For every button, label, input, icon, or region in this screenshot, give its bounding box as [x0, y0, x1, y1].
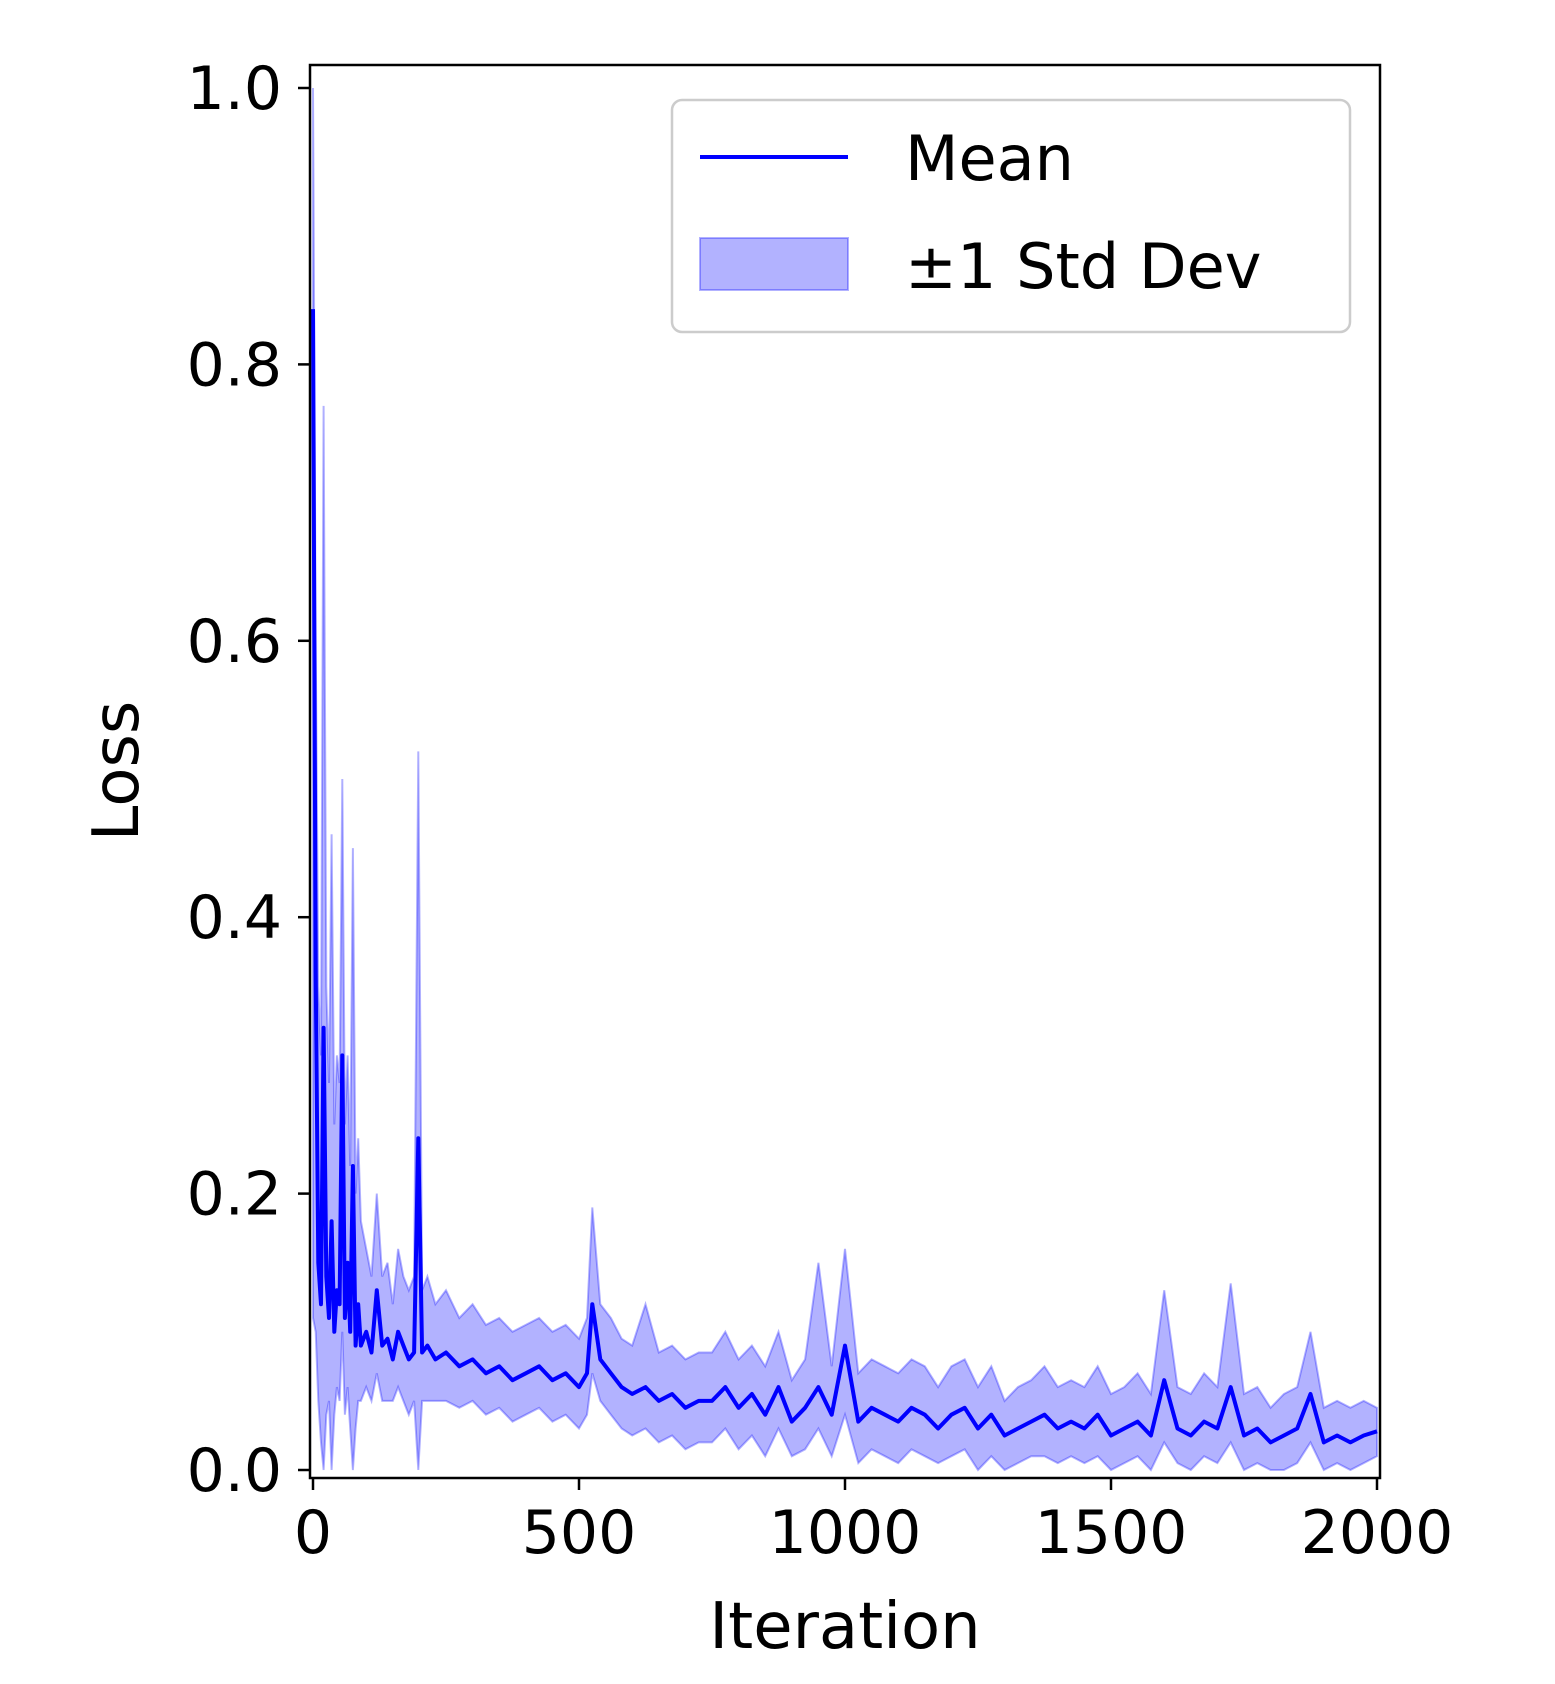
- y-axis-label: Loss: [80, 701, 154, 841]
- legend: Mean ±1 Std Dev: [670, 98, 1352, 334]
- x-axis-label: Iteration: [709, 1590, 980, 1664]
- std-dev-band-layer: [312, 87, 1378, 1472]
- x-tick-label: 2000: [1301, 1498, 1454, 1568]
- x-axis-ticks: 0 500 1000 1500 2000: [294, 1478, 1453, 1568]
- mean-line: [311, 309, 1378, 1445]
- y-tick-label: 0.6: [187, 607, 282, 677]
- x-tick-label: 1000: [769, 1498, 922, 1568]
- y-tick-label: 0.2: [187, 1160, 282, 1230]
- mean-line-layer: [311, 309, 1378, 1445]
- legend-std-dev-swatch: [699, 237, 849, 291]
- legend-mean-label: Mean: [905, 122, 1074, 195]
- std-dev-band: [312, 87, 1378, 1472]
- y-tick-label: 0.0: [187, 1436, 282, 1506]
- y-tick-label: 0.4: [187, 883, 282, 953]
- plot-area: [311, 87, 1378, 1472]
- y-tick-label: 0.8: [187, 330, 282, 400]
- y-axis-ticks: 0.0 0.2 0.4 0.6 0.8 1.0: [187, 54, 310, 1506]
- y-tick-label: 1.0: [187, 54, 282, 124]
- x-tick-label: 0: [294, 1498, 332, 1568]
- legend-std-dev-label: ±1 Std Dev: [905, 230, 1261, 303]
- x-tick-label: 1500: [1035, 1498, 1188, 1568]
- x-tick-label: 500: [522, 1498, 637, 1568]
